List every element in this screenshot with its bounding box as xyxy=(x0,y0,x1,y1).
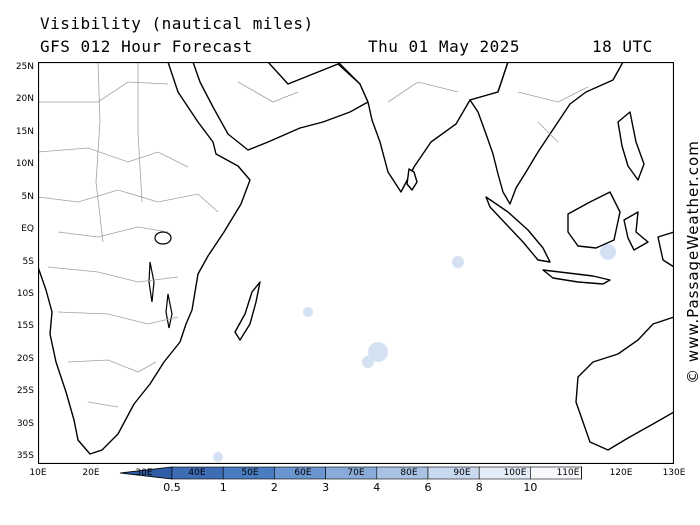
forecast-time: 18 UTC xyxy=(592,37,653,56)
lon-label: 80E xyxy=(400,468,418,478)
visibility-patch xyxy=(213,452,223,462)
lon-label: 130E xyxy=(662,468,686,478)
lat-label: 5S xyxy=(22,256,34,267)
lat-label: 15N xyxy=(15,126,34,137)
sri-lanka xyxy=(406,168,418,191)
visibility-patch xyxy=(303,307,313,317)
lat-label: 10S xyxy=(16,288,34,299)
lon-label: 110E xyxy=(556,468,580,478)
australia xyxy=(575,316,675,451)
colorbar-label: 8 xyxy=(475,481,483,494)
sumatra xyxy=(485,196,551,263)
lon-label: 70E xyxy=(347,468,365,478)
colorbar-label: 1 xyxy=(219,481,227,494)
visibility-patch xyxy=(452,256,464,268)
model-label: GFS 012 Hour Forecast xyxy=(40,37,253,56)
forecast-date: Thu 01 May 2025 xyxy=(368,37,520,56)
colorbar-label: 10 xyxy=(523,481,538,494)
lat-label: EQ xyxy=(21,224,34,235)
lat-label: 15S xyxy=(16,321,34,332)
visibility-patch xyxy=(600,244,616,260)
madagascar xyxy=(234,281,261,341)
colorbar-label: 3 xyxy=(322,481,330,494)
colorbar: 0.5 1 2 3 4 6 8 10 xyxy=(118,465,632,525)
southeast-asia xyxy=(469,61,624,205)
visibility-patch xyxy=(368,342,388,362)
lon-label: 100E xyxy=(503,468,527,478)
lat-label: 35S xyxy=(16,451,34,461)
lake-tanganyika xyxy=(148,261,155,303)
colorbar-label: 0.5 xyxy=(163,481,181,494)
coastlines xyxy=(37,61,675,455)
lat-label: 25S xyxy=(16,386,34,397)
lat-label: 25N xyxy=(15,62,34,72)
arabia-landmass xyxy=(192,61,369,151)
philippines xyxy=(617,111,645,181)
country-borders xyxy=(37,61,589,408)
sulawesi xyxy=(623,211,649,251)
map-title: Visibility (nautical miles) xyxy=(40,14,314,33)
java xyxy=(542,269,611,285)
lat-label: 20N xyxy=(15,94,34,105)
lon-label: 60E xyxy=(294,468,312,478)
africa-landmass xyxy=(37,61,251,455)
colorbar-label: 4 xyxy=(373,481,381,494)
map-panel xyxy=(37,61,675,465)
colorbar-label: 6 xyxy=(424,481,432,494)
lon-label: 20E xyxy=(82,468,100,478)
credit-text: © www.PassageWeather.com xyxy=(684,140,700,384)
lon-label: 40E xyxy=(188,468,206,478)
borneo xyxy=(567,191,621,249)
colorbar-label: 2 xyxy=(270,481,278,494)
lat-label: 20S xyxy=(16,353,34,364)
lon-label: 30E xyxy=(135,468,153,478)
lat-label: 30S xyxy=(16,418,34,429)
lat-label: 5N xyxy=(21,191,34,202)
visibility-patch xyxy=(362,356,374,368)
lat-label: 10N xyxy=(15,159,34,170)
lon-label: 50E xyxy=(241,468,259,478)
map-frame xyxy=(37,61,675,465)
lon-label: 10E xyxy=(29,468,47,478)
lon-label: 90E xyxy=(453,468,471,478)
lake-victoria xyxy=(154,231,172,245)
lon-label: 120E xyxy=(609,468,633,478)
map-svg xyxy=(37,61,675,465)
